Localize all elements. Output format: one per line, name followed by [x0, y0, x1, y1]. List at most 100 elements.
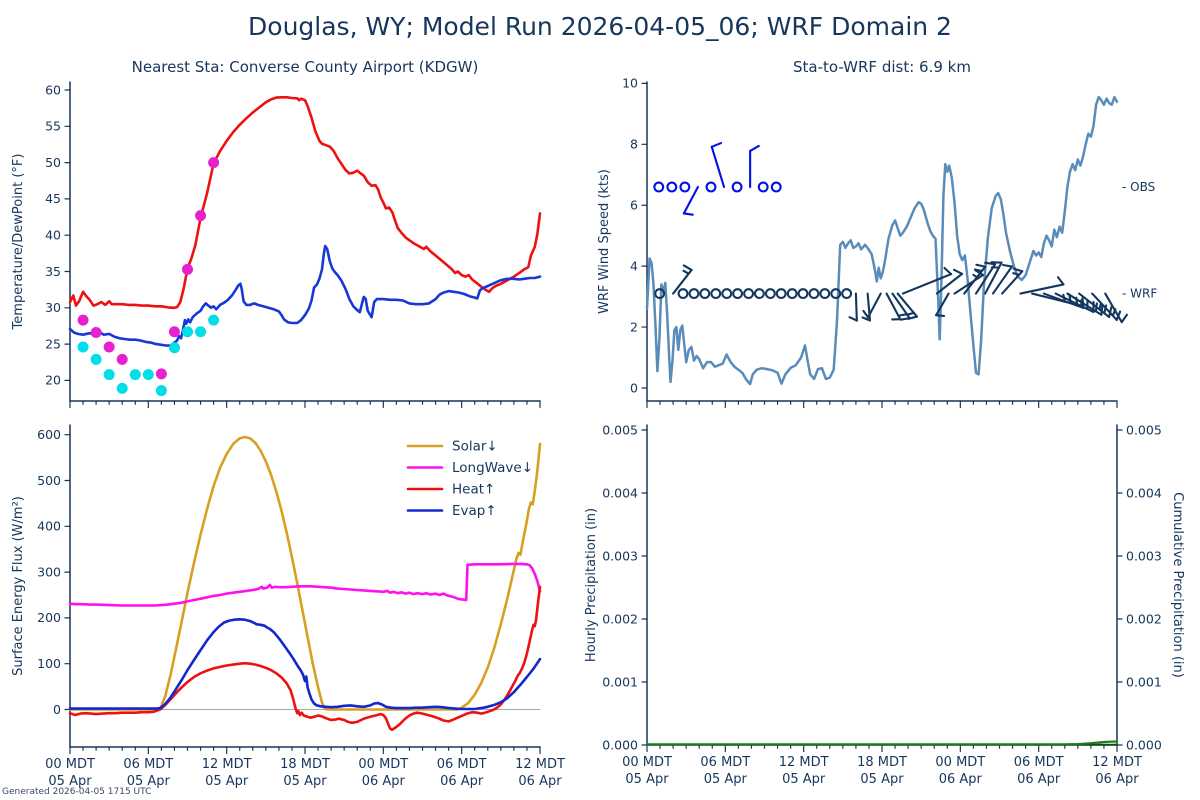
precipitation-plot: 0.000 0.000 0.001 0.001 0.002 0.002 0.003 0.003…	[584, 422, 1185, 787]
svg-text:06 MDT: 06 MDT	[123, 757, 173, 772]
obs-temp-dots	[77, 157, 220, 380]
axes: 0 100 200 300 400 500 600	[37, 424, 541, 755]
temperature-y-axis-label: Temperature/DewPoint (°F)	[11, 154, 26, 331]
svg-text:06 Apr: 06 Apr	[939, 772, 983, 787]
svg-text:300: 300	[37, 564, 61, 579]
svg-text:00 MDT: 00 MDT	[45, 757, 95, 772]
hourly-precip-y-axis-label: Hourly Precipitation (in)	[584, 508, 599, 662]
wrf-dewpoint-line	[68, 244, 542, 347]
svg-text:10: 10	[622, 76, 638, 91]
svg-text:0.001: 0.001	[1126, 674, 1162, 689]
page-title: Douglas, WY; Model Run 2026-04-05_06; WR…	[248, 12, 952, 41]
axes: 0.000 0.000 0.001 0.001 0.002 0.002 0.003 0.003…	[602, 422, 1162, 752]
wind-speed-plot: 0 2 4 6 8 10 WRF Wind Speed (kts) - OBS - WRF	[597, 76, 1157, 409]
wrf-temperature-line	[68, 95, 542, 310]
svg-text:0.000: 0.000	[1126, 737, 1162, 752]
svg-text:00 MDT: 00 MDT	[935, 755, 985, 770]
svg-text:18 MDT: 18 MDT	[280, 757, 330, 772]
wrf-wind-speed-line	[645, 95, 1119, 386]
svg-text:05 Apr: 05 Apr	[283, 774, 327, 789]
svg-text:50: 50	[45, 155, 61, 170]
svg-text:LongWave↓: LongWave↓	[452, 460, 533, 476]
svg-text:4: 4	[630, 258, 638, 273]
cumulative-precip-y-axis-label: Cumulative Precipitation (in)	[1170, 492, 1185, 678]
svg-text:Surface Energy Flux (W/m²): Surface Energy Flux (W/m²)	[11, 496, 26, 676]
surface-energy-flux-plot: 0 100 200 300 400 500 600 00 MDT 05 Apr 06 MDT 05 …	[11, 424, 565, 789]
svg-text:200: 200	[37, 610, 61, 625]
svg-text:06 Apr: 06 Apr	[1017, 772, 1061, 787]
x-axis-date-labels: 00 MDT 05 Apr 06 MDT 05 Apr 12 MDT 05 Apr 18 M…	[622, 755, 1142, 787]
svg-text:06 Apr: 06 Apr	[1095, 772, 1139, 787]
svg-text:Temperature/DewPoint (°F): Temperature/DewPoint (°F)	[11, 154, 26, 331]
svg-text:WRF Wind Speed (kts): WRF Wind Speed (kts)	[597, 169, 612, 314]
svg-text:20: 20	[45, 373, 61, 388]
distance-subtitle: Sta-to-WRF dist: 6.9 km	[793, 58, 971, 76]
svg-text:30: 30	[45, 300, 61, 315]
svg-text:35: 35	[45, 264, 61, 279]
svg-text:06 Apr: 06 Apr	[362, 774, 406, 789]
svg-text:100: 100	[37, 656, 61, 671]
svg-text:00 MDT: 00 MDT	[358, 757, 408, 772]
svg-text:55: 55	[45, 119, 61, 134]
svg-text:Solar↓: Solar↓	[452, 439, 498, 455]
svg-text:0.001: 0.001	[602, 674, 638, 689]
svg-text:600: 600	[37, 427, 61, 442]
temperature-dewpoint-plot: 20 25 30 35 40 45 50 55 60 Temperature/DewPoint (…	[11, 81, 542, 409]
svg-text:12 MDT: 12 MDT	[1092, 755, 1142, 770]
evap-flux-line	[68, 618, 542, 711]
svg-text:05 Apr: 05 Apr	[782, 772, 826, 787]
svg-text:0.000: 0.000	[602, 737, 638, 752]
wrf-wind-barbs	[654, 261, 1128, 324]
svg-text:06 Apr: 06 Apr	[440, 774, 484, 789]
svg-text:06 MDT: 06 MDT	[437, 757, 487, 772]
svg-text:05 Apr: 05 Apr	[860, 772, 904, 787]
svg-text:06 MDT: 06 MDT	[1014, 755, 1064, 770]
svg-text:05 Apr: 05 Apr	[48, 774, 92, 789]
svg-text:2: 2	[630, 319, 638, 334]
svg-text:6: 6	[630, 198, 638, 213]
obs-dewpoint-dots	[77, 314, 220, 397]
svg-text:0.002: 0.002	[1126, 611, 1162, 626]
svg-text:12 MDT: 12 MDT	[202, 757, 252, 772]
svg-text:0.004: 0.004	[602, 485, 638, 500]
x-axis-date-labels: 00 MDT 05 Apr 06 MDT 05 Apr 12 MDT 05 Apr 18 M…	[45, 757, 565, 789]
svg-text:0.002: 0.002	[602, 611, 638, 626]
svg-text:12 MDT: 12 MDT	[779, 755, 829, 770]
svg-text:06 MDT: 06 MDT	[700, 755, 750, 770]
svg-text:Hourly Precipitation (in): Hourly Precipitation (in)	[584, 508, 599, 662]
svg-text:60: 60	[45, 82, 61, 97]
generated-timestamp: Generated 2026-04-05 1715 UTC	[2, 787, 152, 797]
axes: 20 25 30 35 40 45 50 55 60	[45, 81, 541, 409]
svg-text:05 Apr: 05 Apr	[704, 772, 748, 787]
svg-text:05 Apr: 05 Apr	[625, 772, 669, 787]
svg-text:45: 45	[45, 191, 61, 206]
axes: 0 2 4 6 8 10	[622, 76, 1118, 409]
barb-row-annotations: - OBS - WRF	[1122, 180, 1157, 301]
heat-flux-line	[68, 585, 542, 732]
cumulative-precip-line	[645, 740, 1119, 746]
svg-text:12 MDT: 12 MDT	[515, 757, 565, 772]
svg-text:18 MDT: 18 MDT	[857, 755, 907, 770]
svg-text:0.003: 0.003	[602, 548, 638, 563]
wind-y-axis-label: WRF Wind Speed (kts)	[597, 169, 612, 314]
svg-text:05 Apr: 05 Apr	[127, 774, 171, 789]
svg-text:0: 0	[630, 380, 638, 395]
svg-text:Evap↑: Evap↑	[452, 503, 497, 519]
svg-text:8: 8	[630, 137, 638, 152]
svg-text:00 MDT: 00 MDT	[622, 755, 672, 770]
longwave-flux-line	[68, 562, 542, 607]
svg-text:0.003: 0.003	[1126, 548, 1162, 563]
svg-text:40: 40	[45, 228, 61, 243]
svg-text:400: 400	[37, 519, 61, 534]
svg-text:0.004: 0.004	[1126, 485, 1162, 500]
svg-text:Cumulative Precipitation (in): Cumulative Precipitation (in)	[1170, 492, 1185, 678]
svg-text:05 Apr: 05 Apr	[205, 774, 249, 789]
svg-text:06 Apr: 06 Apr	[518, 774, 562, 789]
svg-text:Heat↑: Heat↑	[452, 482, 495, 498]
flux-legend: Solar↓ LongWave↓ Heat↑ Evap↑	[406, 439, 533, 519]
obs-wind-barbs	[653, 142, 782, 216]
station-subtitle: Nearest Sta: Converse County Airport (KD…	[131, 58, 479, 76]
svg-text:0.005: 0.005	[602, 422, 638, 437]
solar-flux-line	[68, 435, 542, 711]
